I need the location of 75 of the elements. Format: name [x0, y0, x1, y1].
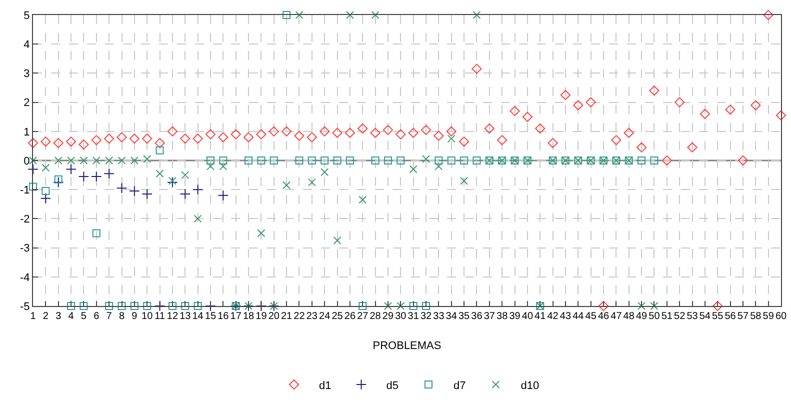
x-tick-label: 37	[484, 311, 496, 322]
x-tick-label: 29	[382, 311, 394, 322]
x-tick-label: 21	[280, 311, 293, 322]
x-tick-label: 20	[268, 311, 280, 322]
x-tick-label: 19	[256, 311, 268, 322]
x-tick-label: 24	[319, 311, 331, 322]
x-tick-label: 36	[471, 311, 483, 322]
x-tick-label: 15	[204, 311, 216, 322]
y-tick-label: -1	[20, 184, 30, 196]
y-tick-label: -2	[20, 214, 30, 226]
x-tick-label: 34	[446, 311, 458, 322]
y-tick-label: 0	[24, 155, 30, 168]
x-tick-label: 23	[306, 311, 318, 322]
x-tick-label: 35	[458, 311, 470, 322]
y-tick-label: 5	[24, 10, 30, 22]
x-tick-label: 59	[762, 311, 774, 322]
legend-label: d5	[386, 380, 398, 392]
x-tick-label: 43	[560, 311, 572, 322]
x-tick-label: 60	[775, 311, 787, 322]
x-tick-label: 49	[636, 311, 648, 322]
x-tick-label: 45	[585, 311, 597, 322]
x-tick-label: 30	[395, 311, 407, 322]
x-tick-label: 47	[610, 311, 622, 322]
y-tick-label: 2	[24, 97, 30, 110]
x-tick-label: 3	[56, 311, 62, 322]
x-tick-label: 42	[547, 311, 559, 322]
x-tick-label: 56	[724, 311, 736, 322]
x-tick-label: 13	[180, 311, 192, 322]
x-tick-label: 26	[344, 311, 356, 322]
x-tick-label: 57	[737, 311, 749, 322]
x-tick-label: 58	[750, 311, 762, 322]
x-tick-label: 46	[598, 311, 610, 322]
x-tick-label: 28	[370, 311, 382, 322]
legend-label: d1	[319, 380, 332, 392]
x-tick-label: 55	[712, 311, 724, 322]
x-tick-label: 52	[674, 311, 686, 322]
x-tick-label: 22	[294, 311, 306, 322]
x-tick-label: 40	[522, 311, 534, 322]
y-tick-label: 4	[24, 38, 30, 51]
x-tick-label: 18	[242, 311, 255, 322]
x-tick-label: 16	[218, 311, 230, 322]
x-tick-label: 27	[357, 311, 369, 322]
x-tick-label: 32	[420, 311, 432, 322]
x-tick-label: 12	[166, 311, 178, 322]
y-tick-label: -5	[20, 300, 30, 313]
x-tick-label: 31	[408, 311, 420, 322]
x-tick-label: 14	[192, 311, 204, 322]
x-tick-label: 10	[142, 311, 154, 322]
x-tick-label: 6	[94, 311, 100, 322]
x-tick-label: 39	[509, 311, 521, 322]
x-tick-label: 51	[661, 311, 673, 322]
legend-label: d10	[520, 380, 540, 392]
legend-label: d7	[454, 380, 466, 392]
x-tick-label: 9	[132, 311, 138, 322]
x-axis-title: PROBLEMAS	[372, 340, 442, 352]
x-tick-label: 53	[686, 311, 698, 322]
x-tick-label: 41	[534, 311, 546, 322]
x-tick-label: 17	[230, 311, 242, 322]
x-tick-label: 4	[68, 311, 74, 322]
x-tick-label: 11	[154, 311, 166, 322]
x-tick-label: 33	[433, 311, 445, 322]
y-tick-label: 3	[24, 68, 30, 80]
x-tick-label: 5	[80, 311, 87, 322]
x-tick-label: 7	[106, 311, 112, 322]
y-tick-label: -4	[20, 272, 30, 284]
y-tick-label: 1	[24, 126, 30, 138]
x-tick-label: 38	[496, 311, 508, 322]
x-tick-label: 25	[332, 311, 344, 322]
x-tick-label: 2	[42, 311, 49, 322]
x-tick-label: 44	[572, 311, 584, 322]
x-tick-label: 54	[699, 311, 711, 322]
x-tick-label: 48	[623, 311, 635, 322]
x-tick-label: 50	[648, 311, 660, 322]
y-tick-label: -3	[20, 242, 30, 255]
x-tick-label: 8	[118, 311, 125, 322]
